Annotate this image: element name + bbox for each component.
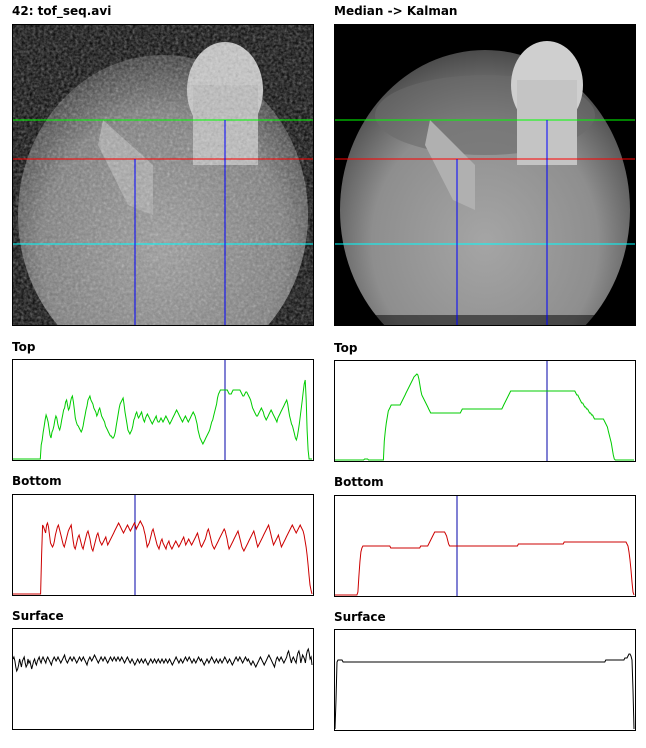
right-image-canvas [335, 25, 635, 325]
left-bottom-label: Bottom [12, 474, 62, 488]
right-bottom-label: Bottom [334, 475, 384, 489]
left-bottom-trace [13, 519, 313, 595]
right-top-label: Top [334, 341, 358, 355]
left-bottom-svg [13, 495, 313, 595]
left-top-trace [13, 379, 312, 460]
left-window-title: 42: tof_seq.avi [12, 4, 112, 18]
right-filtered-frame[interactable] [334, 24, 636, 326]
left-surface-svg [13, 647, 313, 673]
left-surface-label: Surface [12, 609, 64, 623]
right-top-plot [334, 360, 636, 462]
right-surface-label: Surface [334, 610, 386, 624]
right-top-trace [335, 373, 634, 461]
left-image-canvas [13, 25, 313, 325]
right-window-title: Median -> Kalman [334, 4, 458, 18]
left-bottom-plot [12, 494, 314, 596]
right-surface-trace [335, 653, 635, 730]
right-top-svg [335, 361, 634, 461]
left-surface-trace [13, 647, 313, 673]
right-bottom-svg [335, 496, 635, 596]
left-top-plot [12, 359, 314, 461]
right-surface-plot [334, 629, 636, 731]
right-bottom-plot [334, 495, 636, 597]
left-top-svg [13, 360, 312, 460]
right-surface-svg [335, 653, 635, 730]
left-source-frame[interactable] [12, 24, 314, 326]
left-surface-plot [12, 628, 314, 730]
right-bottom-trace [335, 531, 635, 596]
left-top-label: Top [12, 340, 36, 354]
